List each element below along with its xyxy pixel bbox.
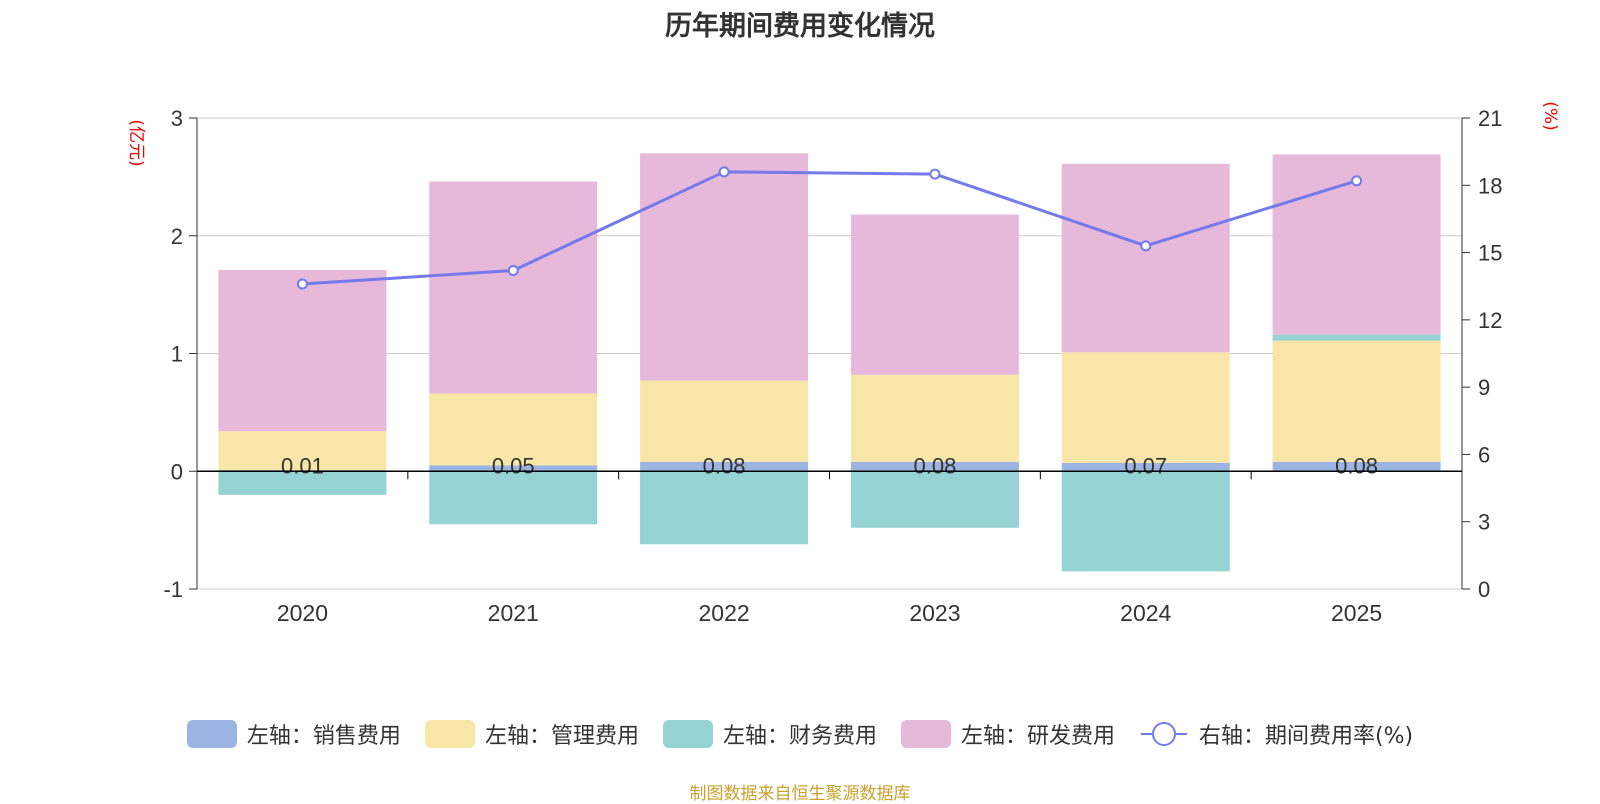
bar-rd-2024 [1061,163,1230,353]
data-label: 0.08 [1335,453,1378,478]
legend-label: 左轴：财务费用 [722,724,877,749]
bar-sales-2024 [1061,463,1230,472]
data-label: 0.08 [914,453,957,478]
bar-rd-2020 [218,269,387,432]
right-tick-label: 12 [1478,308,1502,333]
x-tick-label: 2020 [277,600,328,626]
legend-item-rd[interactable]: 左轴：研发费用 [900,718,1115,750]
legend-swatch [186,720,237,748]
bar-finance-2020 [218,471,387,495]
x-tick-label: 2022 [698,600,749,626]
bar-admin-2022 [640,380,809,462]
legend-label: 左轴：销售费用 [246,724,401,749]
bar-sales-2022 [640,461,809,472]
rate-line [296,166,1363,290]
legend-swatch [900,720,951,748]
legend-item-sales[interactable]: 左轴：销售费用 [186,718,401,750]
right-tick-label: 6 [1478,442,1490,467]
data-labels: 0.01 0.05 0.08 0.08 0.07 0.08 [281,453,1378,478]
bar-admin-2020 [218,431,387,471]
legend-label: 左轴：研发费用 [960,724,1115,749]
gridlines [197,117,1462,590]
right-tick-label: 15 [1478,241,1502,266]
bar-admin-2025 [1272,340,1441,462]
data-label: 0.07 [1124,453,1167,478]
bar-finance-2025 [1272,334,1441,341]
rate-point [1140,240,1152,252]
legend-swatch [424,720,475,748]
rate-point [1351,175,1363,187]
chart-title: 历年期间费用变化情况 [665,11,935,42]
legend-label: 左轴：管理费用 [484,724,639,749]
bar-admin-2021 [429,393,598,466]
x-tick-label: 2023 [909,600,960,626]
x-tick-label: 2024 [1120,600,1171,626]
legend-item-finance[interactable]: 左轴：财务费用 [662,718,877,750]
right-tick-label: 0 [1478,577,1490,602]
bar-finance-2021 [429,471,598,525]
data-label: 0.01 [281,453,324,478]
data-label: 0.05 [492,453,535,478]
right-tick-label: 9 [1478,375,1490,400]
bar-admin-2023 [850,374,1019,462]
left-tick-label: 0 [171,459,183,484]
bar-finance-2023 [850,471,1019,528]
left-tick-label: 3 [171,106,183,131]
right-tick-label: 18 [1478,173,1502,198]
left-tick-label: 2 [171,224,183,249]
legend-swatch [662,720,713,748]
left-axis-unit: (亿元) [126,119,146,166]
x-tick-label: 2025 [1331,600,1382,626]
legend-line-marker-icon [1140,722,1187,746]
bar-rd-2022 [640,153,809,381]
legend: 左轴：销售费用 左轴：管理费用 左轴：财务费用 左轴：研发费用 右轴：期间费用率(%) [0,718,1600,750]
rate-point [718,166,730,178]
source-note: 制图数据来自恒生聚源数据库 [689,784,911,804]
bar-admin-2024 [1061,352,1230,464]
bar-finance-2022 [640,471,809,545]
bar-sales-2025 [1272,461,1441,472]
x-tick-label: 2021 [488,600,539,626]
right-axis-unit: (%) [1540,101,1560,130]
rate-point [929,168,941,180]
data-label: 0.08 [703,453,746,478]
bar-sales-2023 [850,461,1019,472]
bar-finance-2024 [1061,471,1230,572]
bar-sales-2021 [429,465,598,472]
bars [218,153,1441,572]
right-tick-label: 3 [1478,510,1490,535]
left-tick-label: -1 [163,577,183,602]
rate-point [507,265,519,277]
left-tick-label: 1 [171,342,183,367]
rate-line-path [302,170,1358,286]
right-tick-label: 21 [1478,106,1502,131]
legend-label: 右轴：期间费用率(%) [1198,724,1414,749]
legend-item-rate[interactable]: 右轴：期间费用率(%) [1139,718,1413,750]
bar-rd-2021 [429,181,598,394]
bar-rd-2023 [850,214,1019,375]
legend-item-admin[interactable]: 左轴：管理费用 [424,718,639,750]
rate-point [296,278,308,290]
